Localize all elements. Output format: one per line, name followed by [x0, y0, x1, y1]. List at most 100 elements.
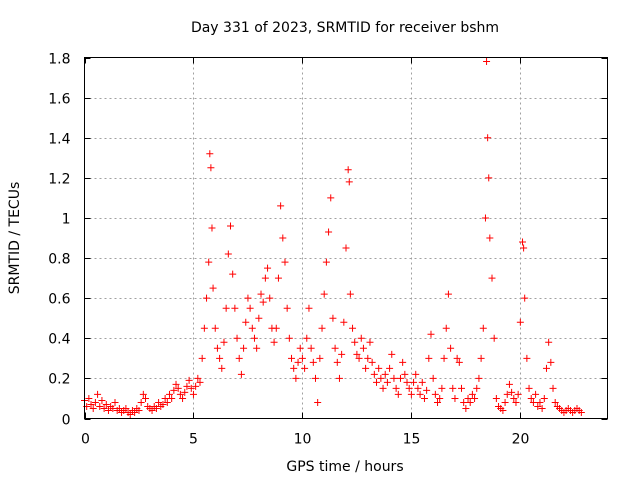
- data-point: [388, 350, 396, 358]
- data-point: [392, 384, 400, 392]
- data-point: [481, 214, 489, 222]
- data-point: [170, 386, 178, 394]
- data-point: [405, 384, 413, 392]
- data-point: [505, 380, 513, 388]
- axis-ticks: 0 0.2 0.4 0.6 0.8 1 1.2 1.4 1.6 1.8 0 5 10 15 20: [48, 52, 608, 448]
- data-point: [551, 398, 559, 406]
- data-point: [484, 134, 492, 142]
- data-point: [135, 406, 143, 414]
- data-point: [429, 374, 437, 382]
- data-point: [381, 370, 389, 378]
- data-point: [257, 290, 265, 298]
- data-point: [457, 384, 465, 392]
- grid: [84, 57, 608, 419]
- data-point: [104, 406, 112, 414]
- data-point: [255, 314, 263, 322]
- y-tick-label: 1: [62, 212, 71, 228]
- data-point: [218, 364, 226, 372]
- data-point: [453, 354, 461, 362]
- data-point: [325, 228, 333, 236]
- data-point: [425, 354, 433, 362]
- data-point: [277, 202, 285, 210]
- data-point: [475, 374, 483, 382]
- data-point: [89, 404, 97, 412]
- data-point: [318, 324, 326, 332]
- data-point: [307, 344, 315, 352]
- x-tick-label: 5: [189, 432, 198, 448]
- data-point: [346, 290, 354, 298]
- data-point: [303, 334, 311, 342]
- data-point: [394, 390, 402, 398]
- data-point: [94, 390, 102, 398]
- data-point: [455, 358, 463, 366]
- data-point: [501, 398, 509, 406]
- data-point: [111, 398, 119, 406]
- data-point: [220, 338, 228, 346]
- data-point: [194, 374, 202, 382]
- data-point: [242, 318, 250, 326]
- data-point: [165, 390, 173, 398]
- data-point: [447, 344, 455, 352]
- data-point: [377, 374, 385, 382]
- data-point: [542, 364, 550, 372]
- data-point: [139, 390, 147, 398]
- data-point: [345, 178, 353, 186]
- data-point: [468, 390, 476, 398]
- data-point: [159, 400, 167, 408]
- data-point: [351, 338, 359, 346]
- data-point: [519, 238, 527, 246]
- data-point: [179, 394, 187, 402]
- data-point: [98, 396, 106, 404]
- data-point: [148, 406, 156, 414]
- data-point: [161, 394, 169, 402]
- data-point: [386, 364, 394, 372]
- data-point: [549, 384, 557, 392]
- data-point: [521, 294, 529, 302]
- data-point: [224, 250, 232, 258]
- data-point: [327, 194, 335, 202]
- data-point: [91, 398, 99, 406]
- data-point: [438, 384, 446, 392]
- data-point: [187, 384, 195, 392]
- y-tick-label: 1.2: [48, 172, 70, 188]
- data-point: [163, 398, 171, 406]
- x-axis-label: GPS time / hours: [286, 459, 403, 475]
- data-point: [440, 354, 448, 362]
- y-tick-label: 0.8: [48, 252, 70, 268]
- data-point: [115, 404, 123, 412]
- data-point: [577, 408, 585, 416]
- data-point: [434, 398, 442, 406]
- data-point: [207, 164, 215, 172]
- data-point: [486, 234, 494, 242]
- data-point: [274, 274, 282, 282]
- x-tick-label: 0: [81, 432, 90, 448]
- data-point: [442, 324, 450, 332]
- data-point: [338, 350, 346, 358]
- data-point: [357, 334, 365, 342]
- data-point: [466, 398, 474, 406]
- y-axis-label: SRMTID / TECUs: [7, 182, 23, 295]
- data-point: [410, 378, 418, 386]
- data-point: [259, 298, 267, 306]
- data-point: [412, 370, 420, 378]
- data-point: [490, 334, 498, 342]
- data-point: [283, 304, 291, 312]
- data-point: [137, 398, 145, 406]
- data-point: [401, 370, 409, 378]
- data-point: [403, 378, 411, 386]
- data-point: [370, 370, 378, 378]
- data-point: [205, 258, 213, 266]
- data-point: [462, 404, 470, 412]
- data-point: [359, 344, 367, 352]
- data-point: [375, 364, 383, 372]
- data-point: [192, 382, 200, 390]
- data-point: [503, 390, 511, 398]
- data-point: [292, 374, 300, 382]
- data-point: [510, 394, 518, 402]
- data-point: [109, 404, 117, 412]
- data-point: [331, 344, 339, 352]
- data-point: [305, 304, 313, 312]
- data-point: [499, 406, 507, 414]
- data-point: [390, 374, 398, 382]
- data-point: [333, 358, 341, 366]
